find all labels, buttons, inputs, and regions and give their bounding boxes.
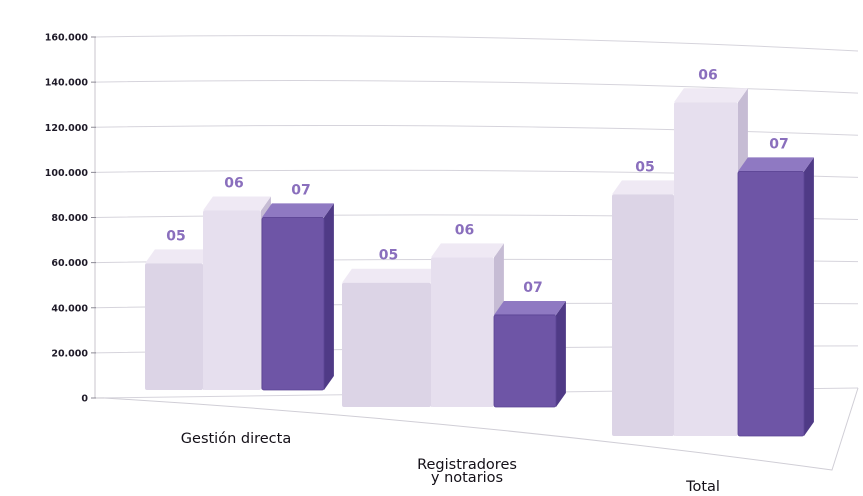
y-tick-label: 20.000	[51, 348, 88, 359]
bar-registradores-05	[342, 268, 441, 407]
x-tick-label: Total	[685, 479, 720, 495]
y-tick-label: 40.000	[51, 303, 88, 314]
data-label: 07	[769, 136, 788, 152]
y-tick-label: 120.000	[45, 123, 89, 134]
y-tick-label: 140.000	[45, 78, 89, 89]
x-axis: Gestión directa Registradores y notarios To…	[181, 431, 720, 495]
floor	[103, 387, 859, 471]
y-tick-label: 0	[81, 394, 88, 405]
bar-registradores-06	[431, 243, 504, 407]
bar-gestión-directa-06	[203, 196, 271, 390]
x-tick-label: Registradores y notarios	[417, 457, 517, 486]
bar-registradores-07	[493, 300, 566, 408]
data-label: 06	[224, 175, 243, 191]
gridline	[94, 124, 859, 136]
bar-total-06	[674, 88, 748, 436]
gridline	[94, 80, 859, 94]
gridline	[94, 35, 859, 52]
chart-bars: 05 06 07 05 06 07 05 06 07	[145, 67, 814, 437]
data-label: 07	[523, 280, 542, 296]
y-tick-label: 80.000	[51, 213, 88, 224]
data-label: 05	[166, 228, 185, 244]
bar-total-07	[737, 157, 814, 437]
x-tick-label: Gestión directa	[181, 431, 291, 447]
y-tick-label: 60.000	[51, 258, 88, 269]
data-label: 06	[455, 222, 474, 238]
data-label: 05	[379, 248, 398, 264]
y-tick-label: 100.000	[45, 168, 89, 179]
y-axis: 0 20.000 40.000 60.000 80.000 100.000 120.000 1…	[45, 33, 96, 405]
bar-gestión-directa-07	[261, 203, 334, 391]
data-label: 05	[635, 159, 654, 175]
data-label: 06	[698, 67, 717, 83]
bar-gestión-directa-05	[145, 249, 213, 390]
y-tick-label: 160.000	[45, 33, 89, 44]
data-label: 07	[291, 182, 310, 198]
bar-total-05	[612, 180, 684, 436]
